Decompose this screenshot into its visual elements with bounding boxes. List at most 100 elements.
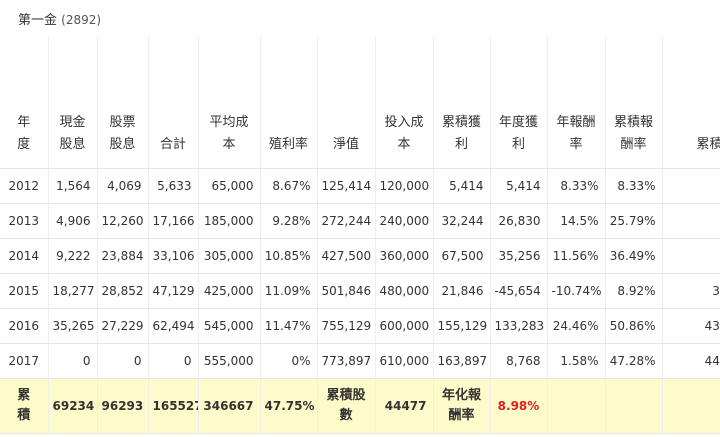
table-cell: 4,069 — [97, 168, 149, 204]
table-cell: 67,500 — [433, 238, 491, 274]
column-header: 平均成本 — [198, 36, 261, 169]
page-title: 第一金 (2892) — [18, 9, 101, 28]
column-header: 年度獲利 — [490, 36, 548, 169]
table-cell: 600,000 — [375, 308, 434, 344]
table-cell: 163,897 — [433, 343, 491, 379]
column-header: 殖利率 — [260, 36, 318, 169]
table-cell: 32,244 — [433, 203, 491, 239]
table-cell: 36.49% — [605, 238, 663, 274]
column-header: 累積報 酬率 — [605, 36, 663, 169]
total-avg-cost: 346667 — [198, 378, 261, 434]
total-stock: 96293 — [97, 378, 149, 434]
table-cell: 501,846 — [317, 273, 376, 309]
table-cell: 755,129 — [317, 308, 376, 344]
table-row: 2017 0 0 0 555,000 0% 773,897 610,000 163,897 8,7… — [0, 343, 720, 379]
column-header: 現金 股息 — [48, 36, 98, 169]
table-cell: 1.58% — [547, 343, 606, 379]
table-row: 2015 18,277 28,852 47,129 425,000 11.09% 501,8… — [0, 273, 720, 309]
table-cell: 610,000 — [375, 343, 434, 379]
total-shares-label: 累積股數 — [317, 378, 376, 434]
table-cell: 0 — [97, 343, 149, 379]
table-cell: 8.33% — [547, 168, 606, 204]
table-cell: 50.86% — [605, 308, 663, 344]
total-sum: 165527 — [148, 378, 199, 434]
table-cell: 14676. — [662, 203, 720, 239]
table-cell: 427,500 — [317, 238, 376, 274]
table-cell: 43902.857 — [662, 308, 720, 344]
year-cell: 2013 — [0, 203, 49, 239]
table-cell: 133,283 — [490, 308, 548, 344]
year-cell: 2017 — [0, 343, 49, 379]
table-cell: 4,906 — [48, 203, 98, 239]
table-cell: 0 — [48, 343, 98, 379]
total-empty-cell — [605, 378, 663, 434]
table-cell: 8.92% — [605, 273, 663, 309]
column-header: 年度 — [0, 36, 49, 169]
year-cell: 2014 — [0, 238, 49, 274]
table-cell: 9,222 — [48, 238, 98, 274]
table-cell: 11.09% — [260, 273, 318, 309]
table-cell: 0 — [148, 343, 199, 379]
total-empty-cell — [547, 378, 606, 434]
table-cell: 425,000 — [198, 273, 261, 309]
table-cell: 5,414 — [490, 168, 548, 204]
column-header: 累積獲利 — [433, 36, 491, 169]
dividend-table: 年度現金 股息 股票 股息 合計 平均成本殖利率 淨值 投入成本累積獲利年度獲利年報酬率累積報… — [0, 36, 720, 434]
table-cell: 21,846 — [433, 273, 491, 309]
table-cell: 0% — [260, 343, 318, 379]
column-header: 年報酬率 — [547, 36, 606, 169]
table-cell: 7085 — [662, 168, 720, 204]
table-cell: 35,265 — [48, 308, 98, 344]
table-cell: 555,000 — [198, 343, 261, 379]
table-cell: 272,244 — [317, 203, 376, 239]
stock-name: 第一金 — [18, 13, 58, 28]
table-row: 2014 9,222 23,884 33,106 305,000 10.85% 427,50… — [0, 238, 720, 274]
table-cell: 8.33% — [605, 168, 663, 204]
total-yield: 47.75% — [260, 378, 318, 434]
table-cell: 155,129 — [433, 308, 491, 344]
total-cash: 69234 — [48, 378, 98, 434]
table-cell: 24.46% — [547, 308, 606, 344]
stock-code: (2892) — [61, 13, 102, 27]
table-cell: 545,000 — [198, 308, 261, 344]
table-cell: 47.28% — [605, 343, 663, 379]
table-cell: 305,000 — [198, 238, 261, 274]
table-cell: -10.74% — [547, 273, 606, 309]
dividend-table-container: 年度現金 股息 股票 股息 合計 平均成本殖利率 淨值 投入成本累積獲利年度獲利年報酬率累積報… — [0, 36, 720, 437]
table-cell: 5,414 — [433, 168, 491, 204]
table-cell: 14.5% — [547, 203, 606, 239]
table-cell: 185,000 — [198, 203, 261, 239]
total-shares: 44477 — [375, 378, 434, 434]
table-cell: 62,494 — [148, 308, 199, 344]
year-cell: 2012 — [0, 168, 49, 204]
table-cell: 9.28% — [260, 203, 318, 239]
table-cell: 10.85% — [260, 238, 318, 274]
table-row: 2016 35,265 27,229 62,494 545,000 11.47% 755,1… — [0, 308, 720, 344]
column-header: 累積股 — [662, 36, 720, 169]
table-cell: 27,229 — [97, 308, 149, 344]
table-cell: 360,000 — [375, 238, 434, 274]
table-cell: 44476.857 — [662, 343, 720, 379]
table-row: 2012 1,564 4,069 5,633 65,000 8.67% 125,414 120… — [0, 168, 720, 204]
table-cell: 480,000 — [375, 273, 434, 309]
column-header: 合計 — [148, 36, 199, 169]
table-cell: 32800.39 — [662, 273, 720, 309]
table-cell: 12,260 — [97, 203, 149, 239]
table-cell: 11.56% — [547, 238, 606, 274]
table-cell: 26,830 — [490, 203, 548, 239]
table-cell: 65,000 — [198, 168, 261, 204]
column-header: 投入成本 — [375, 36, 434, 169]
table-cell: 1,564 — [48, 168, 98, 204]
table-body: 2012 1,564 4,069 5,633 65,000 8.67% 125,414 120… — [0, 168, 720, 434]
table-cell: 23,884 — [97, 238, 149, 274]
table-cell: 8,768 — [490, 343, 548, 379]
table-cell: 17,166 — [148, 203, 199, 239]
year-cell: 2015 — [0, 273, 49, 309]
table-cell: 240,000 — [375, 203, 434, 239]
table-cell: 28,852 — [97, 273, 149, 309]
header-row: 年度現金 股息 股票 股息 合計 平均成本殖利率 淨值 投入成本累積獲利年度獲利年報酬率累積報… — [0, 36, 720, 169]
table-cell: 33,106 — [148, 238, 199, 274]
total-label: 累積 — [0, 378, 49, 434]
table-cell: 25.79% — [605, 203, 663, 239]
column-header: 股票 股息 — [97, 36, 149, 169]
